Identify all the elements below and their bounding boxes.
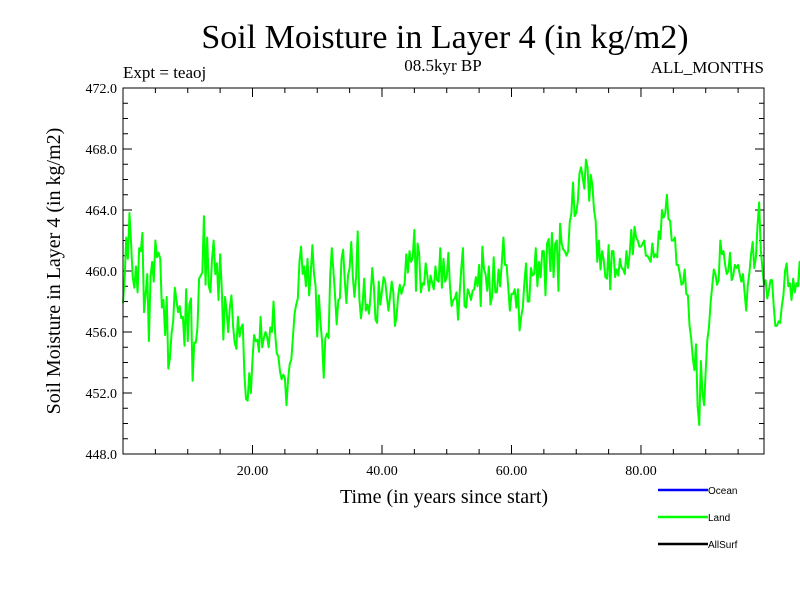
expt-label: Expt = teaoj bbox=[123, 63, 206, 82]
y-axis-label: Soil Moisture in Layer 4 (in kg/m2) bbox=[43, 128, 65, 415]
x-tick-label: 60.00 bbox=[496, 464, 528, 479]
series-line-land bbox=[122, 158, 800, 427]
y-tick-label: 460.0 bbox=[86, 265, 118, 280]
x-tick-label: 40.00 bbox=[366, 464, 398, 479]
legend-label-allsurf: AllSurf bbox=[708, 540, 738, 551]
y-tick-label: 452.0 bbox=[86, 387, 118, 402]
x-tick-label: 20.00 bbox=[237, 464, 269, 479]
y-tick-label: 448.0 bbox=[86, 448, 118, 463]
y-tick-label: 464.0 bbox=[86, 204, 118, 219]
legend-label-land: Land bbox=[708, 513, 730, 524]
x-axis-ticks: 20.00 40.00 60.00 80.00 bbox=[154, 88, 739, 479]
x-axis-label: Time (in years since start) bbox=[340, 486, 548, 508]
period-label: ALL_MONTHS bbox=[651, 58, 764, 77]
x-tick-label: 80.00 bbox=[625, 464, 657, 479]
y-tick-label: 468.0 bbox=[86, 143, 118, 158]
y-tick-label: 456.0 bbox=[86, 326, 118, 341]
chart-subtitle: 08.5kyr BP bbox=[404, 56, 481, 75]
series-layer bbox=[122, 158, 800, 427]
chart-title: Soil Moisture in Layer 4 (in kg/m2) bbox=[201, 19, 688, 56]
legend: Ocean Land AllSurf bbox=[658, 486, 738, 551]
legend-label-ocean: Ocean bbox=[708, 486, 737, 497]
plot-frame bbox=[122, 87, 765, 455]
y-tick-label: 472.0 bbox=[86, 82, 118, 97]
